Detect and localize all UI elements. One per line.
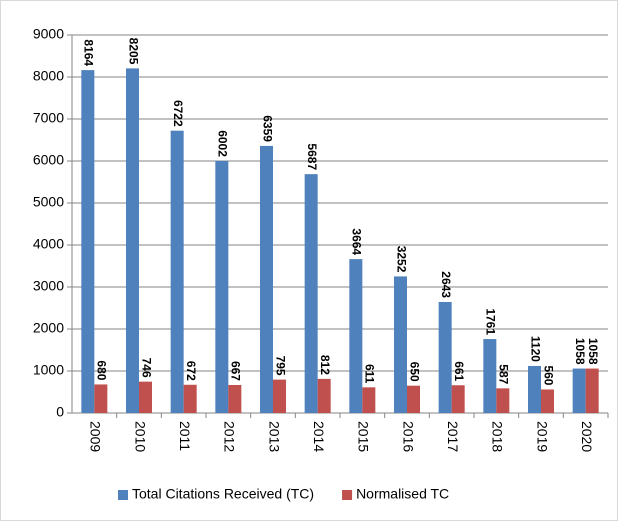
x-tick-label: 2010 — [132, 421, 148, 452]
bar — [126, 68, 139, 413]
data-label: 6359 — [260, 115, 274, 142]
data-label: 560 — [541, 365, 555, 385]
y-tick-label: 9000 — [33, 26, 64, 42]
bar — [260, 145, 273, 413]
data-label: 611 — [363, 364, 377, 384]
y-tick-label: 1000 — [33, 362, 64, 378]
legend-swatch — [342, 490, 353, 500]
x-tick-label: 2011 — [177, 421, 193, 451]
bar — [528, 365, 541, 413]
data-label: 3664 — [350, 228, 364, 255]
y-tick-label: 0 — [56, 404, 64, 420]
data-label: 661 — [452, 361, 466, 381]
data-label: 672 — [184, 361, 198, 381]
data-label: 2643 — [439, 271, 453, 298]
bar — [170, 130, 184, 413]
y-tick-label: 2000 — [33, 320, 64, 336]
bar — [394, 276, 407, 413]
bar — [349, 259, 363, 413]
data-label: 680 — [95, 360, 109, 380]
data-label: 1058 — [586, 338, 600, 365]
data-label: 6002 — [216, 130, 230, 157]
y-tick-label: 5000 — [33, 194, 64, 210]
x-tick-label: 2015 — [356, 421, 372, 452]
y-tick-label: 4000 — [33, 236, 64, 252]
legend-label: Total Citations Received (TC) — [132, 486, 314, 502]
bar — [585, 368, 599, 413]
x-tick-label: 2019 — [534, 421, 550, 452]
data-label: 587 — [497, 364, 511, 384]
bar — [496, 388, 510, 413]
data-label: 812 — [318, 355, 332, 375]
bar — [94, 384, 108, 413]
bar — [81, 70, 95, 413]
bar — [451, 385, 465, 413]
legend-swatch — [118, 490, 128, 500]
y-tick-label: 7000 — [33, 110, 64, 126]
x-tick-label: 2013 — [266, 421, 282, 452]
data-label: 8164 — [82, 39, 96, 66]
x-tick-label: 2020 — [579, 421, 595, 452]
data-label: 6722 — [171, 100, 185, 127]
bar — [183, 384, 197, 413]
data-label: 746 — [139, 358, 153, 378]
data-label: 1120 — [528, 336, 542, 362]
x-tick-label: 2016 — [400, 421, 416, 452]
y-tick-label: 8000 — [33, 68, 64, 84]
legend-label: Normalised TC — [356, 486, 449, 502]
x-tick-label: 2009 — [88, 421, 104, 452]
x-tick-label: 2018 — [490, 421, 506, 452]
bar — [228, 384, 242, 413]
bar — [139, 381, 152, 413]
data-label: 3252 — [394, 246, 408, 273]
y-tick-label: 3000 — [33, 278, 64, 294]
data-label: 8205 — [126, 38, 140, 65]
y-tick-label: 6000 — [33, 152, 64, 168]
bar — [273, 379, 286, 413]
bar — [572, 368, 586, 413]
x-tick-label: 2014 — [311, 421, 327, 452]
bar — [407, 385, 420, 413]
bar — [483, 339, 497, 413]
bar — [541, 389, 554, 413]
data-label: 650 — [407, 362, 421, 382]
data-label: 1761 — [484, 308, 498, 335]
bar — [362, 387, 376, 413]
bar — [304, 174, 318, 413]
bar — [215, 160, 229, 413]
data-label: 795 — [273, 356, 287, 376]
data-label: 5687 — [305, 143, 319, 170]
data-label: 1058 — [573, 338, 587, 365]
x-tick-label: 2017 — [445, 421, 461, 452]
data-label: 667 — [229, 361, 243, 381]
bar — [438, 301, 452, 413]
bar — [317, 378, 331, 413]
x-tick-label: 2012 — [222, 421, 238, 452]
